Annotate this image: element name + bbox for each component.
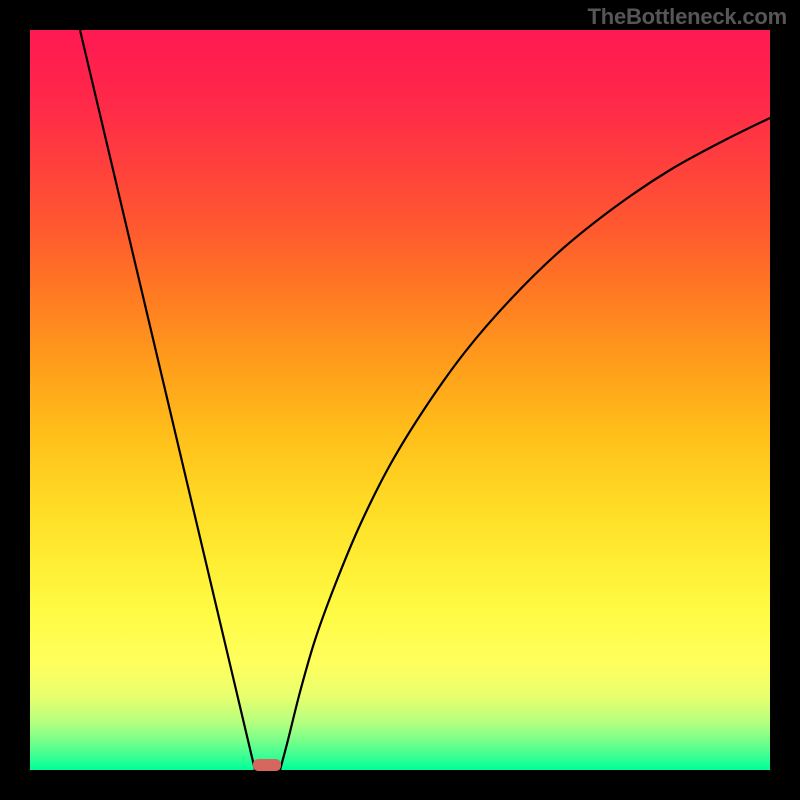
chart-container: { "watermark": { "text": "TheBottleneck.…	[0, 0, 800, 800]
watermark-text: TheBottleneck.com	[587, 4, 787, 30]
minimum-marker	[253, 759, 281, 771]
gradient-background	[30, 30, 770, 770]
chart-svg	[30, 30, 770, 770]
plot-area	[30, 30, 770, 770]
